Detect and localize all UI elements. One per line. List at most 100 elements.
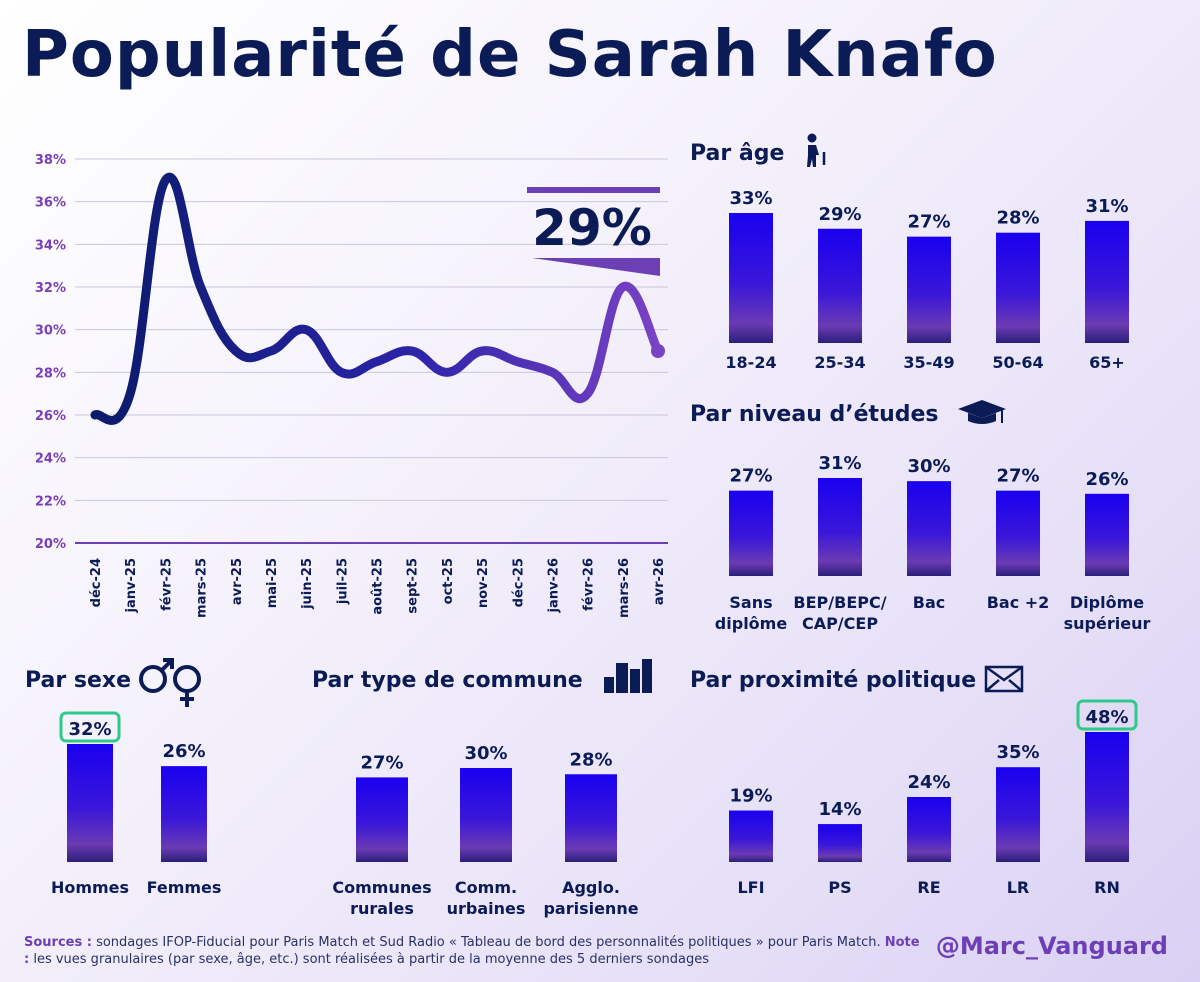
category-label: rurales (350, 899, 414, 918)
y-tick-label: 34% (35, 238, 66, 253)
x-tick-label: mars-25 (195, 558, 210, 618)
cap-base-shape (968, 413, 996, 424)
x-tick-label: févr-25 (159, 558, 174, 611)
bar (907, 236, 951, 343)
bar-value-label: 30% (907, 456, 950, 477)
bar-value-label: 28% (996, 208, 1039, 229)
bar-value-label: 27% (996, 466, 1039, 487)
x-tick-label: avr-26 (652, 558, 667, 605)
x-tick-label: déc-24 (89, 558, 104, 607)
elderly-person-icon (807, 133, 817, 143)
category-label: PS (828, 878, 851, 897)
category-label: RE (917, 878, 940, 897)
bar-value-label: 33% (729, 188, 772, 209)
latest-point-marker (651, 344, 665, 358)
bar-value-label: 26% (162, 741, 205, 762)
x-tick-label: juil-25 (335, 558, 350, 605)
x-tick-label: janv-25 (124, 558, 139, 613)
y-tick-label: 20% (35, 537, 66, 552)
category-label: supérieur (1064, 614, 1151, 633)
x-tick-label: mai-25 (265, 558, 280, 608)
y-tick-label: 36% (35, 196, 66, 211)
gender-symbols-icon (139, 665, 167, 693)
bar (1085, 220, 1129, 343)
category-label: Sans (729, 593, 772, 612)
panel-title: Par niveau d’études (690, 402, 939, 427)
category-label: 18-24 (725, 353, 776, 372)
bar-value-label: 31% (1085, 196, 1128, 217)
bar (67, 744, 113, 862)
sources-label: Sources : (24, 935, 92, 950)
latest-value-callout: 29% (532, 199, 652, 257)
x-tick-label: août-25 (371, 558, 386, 615)
bar-value-label: 14% (818, 799, 861, 820)
category-label: Hommes (51, 878, 129, 897)
category-label: Comm. (455, 878, 517, 897)
bar (818, 228, 862, 343)
category-label: parisienne (543, 899, 638, 918)
x-tick-label: avr-25 (230, 558, 245, 605)
bar-panel-politics: Par proximité politique 19% LFI 14% PS 24% RE 3… (690, 665, 1168, 897)
female-symbol-icon (173, 665, 201, 693)
category-label: urbaines (447, 899, 526, 918)
bar-value-label: 19% (729, 786, 772, 807)
y-tick-label: 24% (35, 452, 66, 467)
bar-value-label: 30% (464, 743, 507, 764)
bar (729, 810, 773, 862)
note-text: les vues granulaires (par sexe, âge, etc… (29, 952, 710, 967)
bar-panel-commune: Par type de commune 27% Communes rurales 30%… (312, 659, 662, 918)
bar (1085, 732, 1129, 862)
bar (907, 797, 951, 862)
building-shape (630, 669, 640, 693)
footer-sources: Sources : sondages IFOP-Fiducial pour Pa… (24, 934, 924, 968)
category-label: 25-34 (814, 353, 865, 372)
category-label: BEP/BEPC/ (793, 593, 886, 612)
highlight-box (59, 711, 121, 743)
bar (1085, 493, 1129, 576)
building-shape (642, 659, 652, 693)
bar-panel-sex: Par sexe 32% Hommes 26% Femmes (25, 658, 248, 897)
elderly-body-shape (807, 145, 819, 167)
building-shape (616, 663, 628, 693)
x-tick-label: mars-26 (617, 558, 632, 618)
x-tick-label: oct-25 (441, 558, 456, 604)
panel-title: Par type de commune (312, 668, 583, 693)
bar-value-label: 29% (818, 204, 861, 225)
male-arrow-shape (160, 658, 174, 672)
bar-value-label: 35% (996, 742, 1039, 763)
x-tick-label: nov-25 (476, 558, 491, 608)
x-tick-label: janv-26 (546, 558, 561, 613)
building-shape (604, 677, 614, 693)
bar-panel-age: Par âge 33% 18-24 29% 25-34 27% 35-49 28% 50-64 3… (690, 133, 1168, 372)
highlight-box (1076, 699, 1138, 731)
callout-wedge (532, 258, 660, 276)
bar (161, 766, 207, 862)
panel-title: Par âge (690, 141, 784, 166)
category-label: Bac +2 (987, 593, 1050, 612)
bar-value-label: 26% (1085, 469, 1128, 490)
sources-text: sondages IFOP-Fiducial pour Paris Match … (91, 935, 881, 950)
bar (907, 481, 951, 576)
bar (729, 213, 773, 343)
bar (996, 767, 1040, 862)
page-title: Popularité de Sarah Knafo (22, 18, 998, 92)
bar-value-label: 31% (818, 453, 861, 474)
bar-panel-education: Par niveau d’études 27% Sans diplôme 31% BEP/… (690, 400, 1168, 633)
bar-value-label: 28% (569, 749, 612, 770)
bar (729, 490, 773, 576)
popularity-line (90, 172, 663, 425)
bar-value-label: 27% (907, 212, 950, 233)
category-label: 50-64 (992, 353, 1043, 372)
envelope-flap-shape (985, 665, 1023, 692)
category-label: diplôme (715, 614, 788, 633)
category-label: LFI (737, 878, 764, 897)
graduation-cap-icon (958, 400, 1006, 418)
category-label: Communes (332, 878, 431, 897)
category-label: Agglo. (562, 878, 620, 897)
y-tick-label: 22% (35, 494, 66, 509)
bar-value-label: 27% (729, 466, 772, 487)
bar (996, 232, 1040, 343)
panel-title: Par proximité politique (690, 668, 976, 693)
ballot-envelope-icon (984, 665, 1024, 693)
